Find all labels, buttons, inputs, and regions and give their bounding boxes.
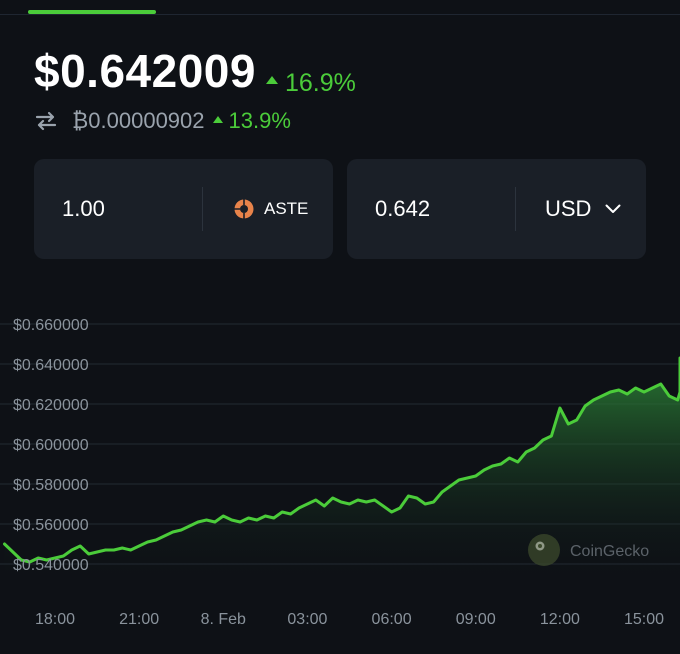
x-tick-label: 06:00 [372, 611, 412, 628]
converter-divider [202, 187, 203, 231]
x-tick-label: 21:00 [119, 611, 159, 628]
x-tick-label: 03:00 [287, 611, 327, 628]
fiat-amount-input[interactable]: 0.642 [375, 196, 431, 221]
triangle-up-icon [212, 115, 223, 123]
y-tick-label: $0.600000 [13, 437, 89, 454]
watermark-text: CoinGecko [570, 543, 649, 560]
aste-token-icon [234, 199, 254, 219]
token-amount-card: 1.00 ASTE [34, 159, 333, 259]
currency-selector[interactable]: USD [545, 159, 621, 259]
x-tick-label: 8. Feb [201, 611, 246, 628]
converter-divider [515, 187, 516, 231]
token-amount-input[interactable]: 1.00 [62, 196, 105, 221]
y-tick-label: $0.660000 [13, 317, 89, 334]
y-tick-label: $0.640000 [13, 357, 89, 374]
fiat-amount-card: 0.642 USD [347, 159, 646, 259]
price-header: $0.642009 16.9% [34, 44, 356, 98]
btc-price-change: 13.9% [212, 108, 291, 134]
token-selector[interactable]: ASTE [234, 159, 308, 259]
coingecko-watermark: CoinGecko [528, 534, 649, 566]
y-tick-label: $0.620000 [13, 397, 89, 414]
coingecko-logo-icon [528, 534, 560, 566]
btc-price-change-value: 13.9% [228, 108, 291, 133]
price-change: 16.9% [265, 68, 356, 98]
tab-divider [0, 14, 680, 15]
y-tick-label: $0.540000 [13, 557, 89, 574]
chevron-down-icon [605, 204, 621, 213]
y-tick-label: $0.560000 [13, 517, 89, 534]
x-tick-label: 15:00 [624, 611, 664, 628]
btc-price: ₿0.00000902 [72, 108, 205, 133]
swap-arrows-icon[interactable] [34, 109, 58, 133]
btc-price-row: ₿0.00000902 13.9% [34, 108, 291, 134]
x-tick-label: 18:00 [35, 611, 75, 628]
price-change-value: 16.9% [284, 68, 356, 97]
price-area-fill [4, 358, 680, 584]
token-symbol: ASTE [264, 199, 309, 218]
price-chart[interactable]: $0.540000 $0.560000 $0.580000 $0.600000 $0.6… [0, 300, 680, 654]
active-tab-indicator [28, 10, 156, 14]
price-line [3, 356, 680, 564]
currency-code: USD [545, 196, 592, 221]
x-tick-label: 09:00 [456, 611, 496, 628]
y-tick-label: $0.580000 [13, 477, 89, 494]
triangle-up-icon [265, 76, 278, 84]
x-tick-label: 12:00 [540, 611, 580, 628]
current-price: $0.642009 [34, 45, 256, 97]
